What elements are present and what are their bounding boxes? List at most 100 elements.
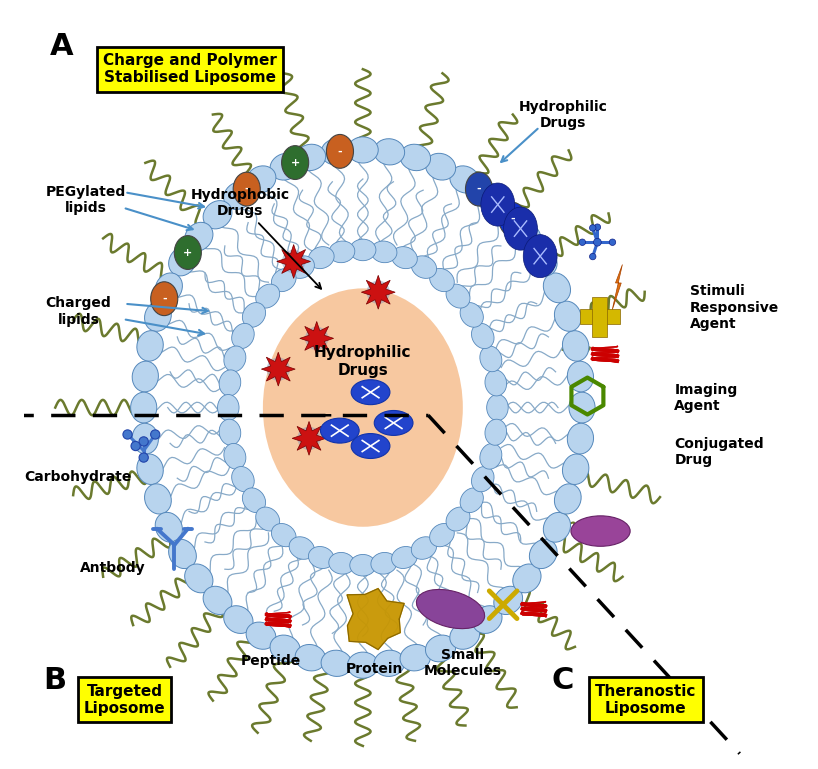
Ellipse shape bbox=[233, 172, 260, 206]
Ellipse shape bbox=[295, 644, 326, 671]
Circle shape bbox=[139, 453, 148, 462]
Bar bbox=[592, 297, 607, 337]
Ellipse shape bbox=[151, 281, 178, 315]
Text: C: C bbox=[551, 666, 574, 695]
Ellipse shape bbox=[270, 153, 300, 180]
Text: +: + bbox=[290, 158, 299, 168]
Ellipse shape bbox=[571, 516, 630, 546]
Ellipse shape bbox=[218, 394, 239, 421]
Ellipse shape bbox=[524, 235, 557, 278]
Ellipse shape bbox=[155, 273, 182, 303]
Ellipse shape bbox=[131, 392, 157, 423]
Polygon shape bbox=[282, 250, 305, 273]
Text: -: - bbox=[162, 294, 167, 304]
Polygon shape bbox=[612, 265, 622, 311]
Ellipse shape bbox=[473, 181, 502, 209]
Text: B: B bbox=[43, 666, 67, 695]
Text: Imaging
Agent: Imaging Agent bbox=[674, 383, 738, 414]
Text: Hydrophilic
Drugs: Hydrophilic Drugs bbox=[519, 100, 607, 131]
Ellipse shape bbox=[450, 622, 479, 649]
Ellipse shape bbox=[329, 552, 355, 574]
Ellipse shape bbox=[416, 590, 484, 628]
Ellipse shape bbox=[425, 153, 456, 180]
Ellipse shape bbox=[473, 606, 502, 634]
Ellipse shape bbox=[569, 392, 596, 423]
Ellipse shape bbox=[568, 423, 594, 454]
Ellipse shape bbox=[563, 331, 589, 361]
Ellipse shape bbox=[411, 537, 437, 559]
Ellipse shape bbox=[242, 488, 266, 513]
Ellipse shape bbox=[392, 247, 417, 268]
Ellipse shape bbox=[350, 239, 376, 261]
Ellipse shape bbox=[568, 361, 594, 392]
Ellipse shape bbox=[231, 324, 254, 348]
Ellipse shape bbox=[223, 606, 253, 634]
Ellipse shape bbox=[348, 137, 378, 163]
Ellipse shape bbox=[446, 507, 470, 531]
Ellipse shape bbox=[446, 284, 470, 308]
Ellipse shape bbox=[555, 484, 581, 514]
Ellipse shape bbox=[329, 241, 355, 263]
Text: -: - bbox=[338, 146, 342, 156]
Ellipse shape bbox=[487, 394, 508, 421]
Text: Theranostic
Liposome: Theranostic Liposome bbox=[596, 684, 697, 716]
Ellipse shape bbox=[231, 467, 254, 491]
Text: Hydrophilic
Drugs: Hydrophilic Drugs bbox=[314, 345, 411, 378]
Polygon shape bbox=[262, 352, 295, 386]
Ellipse shape bbox=[155, 512, 182, 542]
Ellipse shape bbox=[326, 135, 353, 168]
Ellipse shape bbox=[133, 423, 159, 454]
Ellipse shape bbox=[203, 201, 232, 229]
Ellipse shape bbox=[137, 454, 164, 484]
Polygon shape bbox=[300, 321, 334, 355]
Ellipse shape bbox=[137, 331, 164, 361]
Ellipse shape bbox=[529, 247, 557, 276]
Ellipse shape bbox=[308, 247, 334, 268]
Circle shape bbox=[579, 239, 586, 245]
Text: Charged
lipids: Charged lipids bbox=[46, 296, 111, 327]
Text: Small
Molecules: Small Molecules bbox=[424, 647, 501, 678]
Ellipse shape bbox=[400, 145, 430, 171]
Ellipse shape bbox=[295, 145, 326, 171]
Ellipse shape bbox=[224, 444, 246, 469]
Ellipse shape bbox=[375, 411, 413, 435]
Ellipse shape bbox=[504, 207, 537, 250]
Polygon shape bbox=[347, 588, 404, 650]
Text: −: − bbox=[315, 405, 334, 425]
Ellipse shape bbox=[494, 201, 523, 229]
Ellipse shape bbox=[256, 507, 280, 531]
Ellipse shape bbox=[429, 524, 454, 547]
Ellipse shape bbox=[529, 539, 557, 568]
Ellipse shape bbox=[371, 552, 397, 574]
Text: PEGylated
lipids: PEGylated lipids bbox=[46, 185, 126, 215]
Text: -: - bbox=[510, 214, 515, 224]
Polygon shape bbox=[305, 327, 328, 350]
Ellipse shape bbox=[348, 652, 378, 678]
Ellipse shape bbox=[429, 268, 454, 291]
Ellipse shape bbox=[246, 622, 276, 649]
Text: Conjugated
Drug: Conjugated Drug bbox=[674, 437, 764, 468]
Text: -: - bbox=[477, 184, 481, 194]
Circle shape bbox=[594, 224, 600, 231]
Ellipse shape bbox=[351, 380, 390, 404]
Text: Carbohydrate: Carbohydrate bbox=[25, 470, 132, 484]
Polygon shape bbox=[267, 358, 290, 381]
Ellipse shape bbox=[281, 145, 308, 179]
Ellipse shape bbox=[425, 635, 456, 662]
Ellipse shape bbox=[223, 181, 253, 209]
Ellipse shape bbox=[411, 256, 437, 278]
Ellipse shape bbox=[203, 586, 232, 614]
Polygon shape bbox=[298, 427, 321, 450]
Text: Stimuli
Responsive
Agent: Stimuli Responsive Agent bbox=[690, 285, 779, 331]
Ellipse shape bbox=[543, 273, 570, 303]
Text: Protein: Protein bbox=[346, 662, 403, 676]
Ellipse shape bbox=[513, 222, 541, 251]
Text: Hydrophobic
Drugs: Hydrophobic Drugs bbox=[191, 188, 321, 288]
Circle shape bbox=[131, 441, 140, 451]
Ellipse shape bbox=[219, 419, 240, 445]
Ellipse shape bbox=[400, 644, 430, 671]
Ellipse shape bbox=[480, 444, 502, 469]
Ellipse shape bbox=[308, 547, 334, 568]
Ellipse shape bbox=[145, 301, 171, 331]
Ellipse shape bbox=[499, 202, 526, 236]
